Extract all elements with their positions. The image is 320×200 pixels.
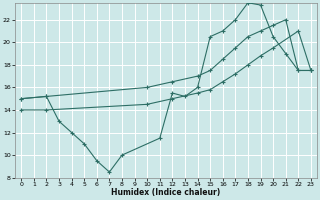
X-axis label: Humidex (Indice chaleur): Humidex (Indice chaleur)	[111, 188, 221, 197]
